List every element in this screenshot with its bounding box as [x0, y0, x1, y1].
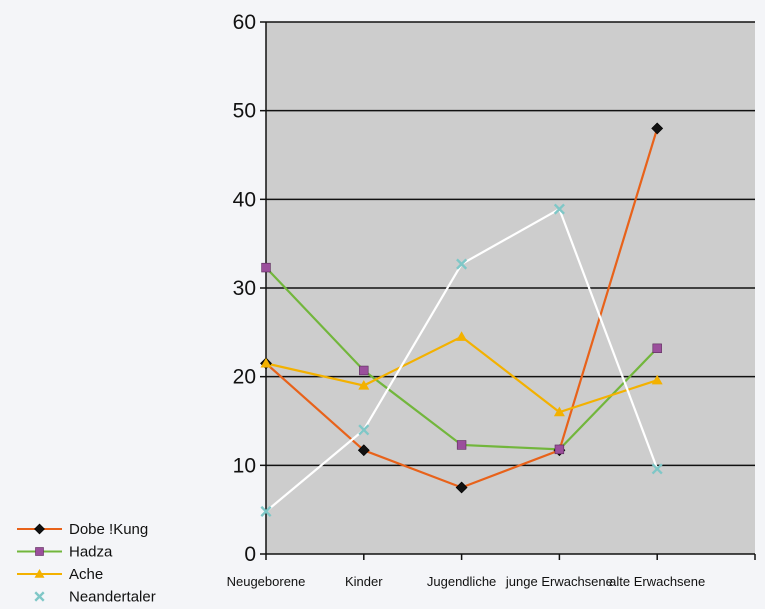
point-hadza-3	[554, 444, 565, 455]
point-neandertaler-2	[456, 258, 468, 270]
legend-marker-ache	[34, 569, 45, 578]
legend-marker-hadza	[35, 547, 44, 556]
grid-lines	[266, 21, 755, 467]
y-tick-label: 10	[233, 454, 256, 477]
point-neandertaler-1	[358, 424, 370, 436]
legend: Dobe !Kung Hadza Ache Neandertaler	[17, 521, 156, 606]
point-dobe-kung-2	[455, 481, 468, 494]
x-tick-label: Kinder	[345, 574, 383, 589]
point-ache-1	[358, 380, 370, 390]
x-tick-label: Neugeborene	[227, 574, 306, 589]
y-tick-label: 30	[233, 277, 256, 300]
point-hadza-4	[652, 343, 662, 353]
point-dobe-kung-4	[651, 122, 664, 135]
y-tick-label: 40	[233, 188, 256, 211]
x-ticks: Neugeborene Kinder Jugendliche junge Erwach…	[227, 554, 756, 589]
legend-label-dobe-kung: Dobe !Kung	[69, 521, 148, 538]
legend-label-hadza: Hadza	[69, 544, 113, 561]
point-neandertaler-0	[260, 505, 272, 517]
y-tick-label: 50	[233, 100, 256, 123]
y-tick-label: 60	[233, 11, 256, 34]
x-tick-label: Jugendliche	[427, 574, 496, 589]
point-neandertaler-4	[651, 463, 663, 475]
series-markers	[260, 122, 664, 517]
point-ache-3	[553, 406, 565, 417]
x-tick-label: alte Erwachsene	[609, 574, 705, 589]
y-tick-label: 20	[233, 366, 256, 389]
y-tick-label: 0	[244, 543, 256, 566]
point-ache-2	[456, 331, 468, 341]
legend-label-ache: Ache	[69, 566, 103, 583]
point-dobe-kung-1	[357, 444, 370, 457]
point-ache-4	[651, 374, 663, 385]
point-hadza-2	[456, 440, 467, 450]
legend-label-neandertaler: Neandertaler	[69, 589, 156, 606]
point-ache-0	[260, 357, 272, 368]
x-tick-label: junge Erwachsene	[505, 574, 613, 589]
legend-marker-neandertaler	[34, 591, 45, 602]
y-ticks: 0 10 20 30 40 50 60	[233, 11, 266, 566]
point-neandertaler-3	[553, 203, 565, 215]
point-hadza-1	[359, 365, 369, 376]
legend-marker-dobe-kung	[34, 523, 45, 535]
point-hadza-0	[261, 262, 271, 273]
